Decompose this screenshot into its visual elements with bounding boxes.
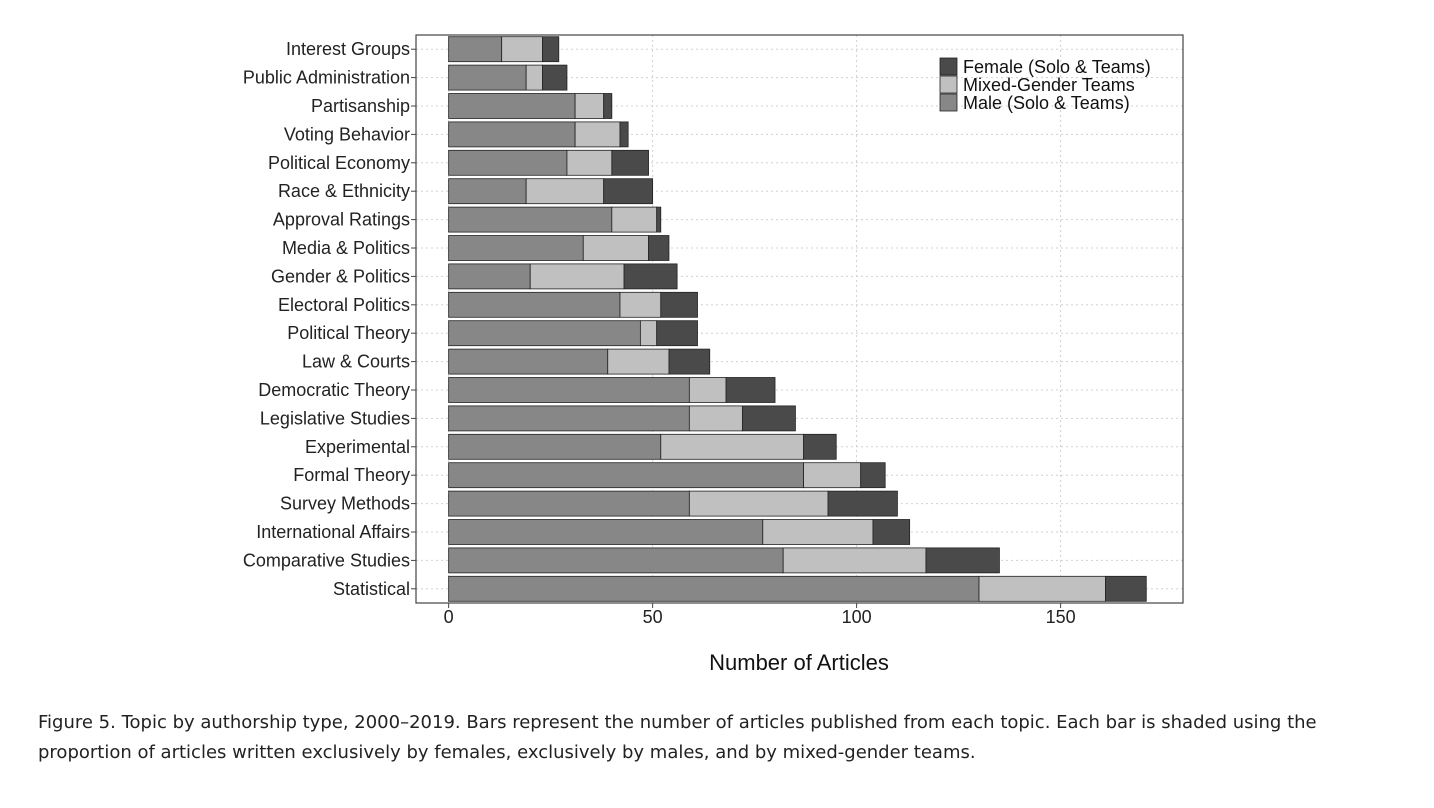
y-tick-label: Statistical xyxy=(333,579,410,599)
legend-label: Male (Solo & Teams) xyxy=(963,93,1130,113)
bar-segment-male-solo-teams xyxy=(448,519,764,545)
figure-caption: Figure 5. Topic by authorship type, 2000… xyxy=(38,712,1317,763)
bar-segment-mixed-gender-teams xyxy=(688,405,743,432)
y-tick-label: Public Administration xyxy=(243,68,410,88)
bar-segment-female-solo-teams xyxy=(623,263,678,290)
legend-swatch xyxy=(939,93,958,112)
legend-swatch xyxy=(939,57,958,76)
y-tick-label: Survey Methods xyxy=(280,494,410,514)
bar-segment-male-solo-teams xyxy=(448,377,690,403)
bar-segment-mixed-gender-teams xyxy=(501,36,543,63)
bar-segment-mixed-gender-teams xyxy=(525,64,543,91)
x-tick-label: 0 xyxy=(444,607,454,627)
bar-segment-male-solo-teams xyxy=(448,291,621,318)
y-tick-label: Experimental xyxy=(305,437,410,457)
bar-segment-female-solo-teams xyxy=(1105,575,1147,602)
bar-segment-mixed-gender-teams xyxy=(574,121,621,148)
y-axis-labels: Interest Groups Public Administration Part… xyxy=(243,39,416,599)
x-axis-title: Number of Articles xyxy=(709,650,889,675)
bar-segment-mixed-gender-teams xyxy=(660,433,804,460)
bar-segment-mixed-gender-teams xyxy=(529,263,625,290)
legend-swatch xyxy=(939,75,958,94)
bar-segment-female-solo-teams xyxy=(542,64,568,91)
y-tick-label: Democratic Theory xyxy=(258,380,410,400)
bar-segment-mixed-gender-teams xyxy=(762,519,874,545)
bar-segment-female-solo-teams xyxy=(668,348,711,375)
bar-segment-mixed-gender-teams xyxy=(619,291,662,318)
bar-segment-male-solo-teams xyxy=(448,36,503,63)
y-tick-label: Legislative Studies xyxy=(260,408,410,428)
bar-segment-male-solo-teams xyxy=(448,206,613,233)
bar-segment-female-solo-teams xyxy=(925,547,1000,574)
bar-segment-male-solo-teams xyxy=(448,547,784,574)
bar-segment-male-solo-teams xyxy=(448,121,576,148)
bar-segment-male-solo-teams xyxy=(448,149,568,176)
bar-segment-male-solo-teams xyxy=(448,93,576,119)
bar-segment-male-solo-teams xyxy=(448,490,690,517)
chart: Interest Groups Public Administration Part… xyxy=(243,34,1184,675)
bar-segment-female-solo-teams xyxy=(619,121,629,148)
bar-segment-male-solo-teams xyxy=(448,575,980,602)
legend-label: Female (Solo & Teams) xyxy=(963,57,1151,77)
bar-segment-mixed-gender-teams xyxy=(782,547,927,574)
x-axis: 0 50 100 150 xyxy=(444,603,1076,627)
y-tick-label: Electoral Politics xyxy=(278,295,410,315)
bar-segment-female-solo-teams xyxy=(656,206,662,233)
y-tick-label: Media & Politics xyxy=(282,238,410,258)
bar-segment-mixed-gender-teams xyxy=(611,206,658,233)
bar-segment-female-solo-teams xyxy=(860,462,886,489)
bar-segment-mixed-gender-teams xyxy=(574,93,605,119)
bar-segment-female-solo-teams xyxy=(803,433,837,460)
x-tick-label: 50 xyxy=(643,607,663,627)
bar-segment-mixed-gender-teams xyxy=(525,178,605,205)
y-tick-label: Law & Courts xyxy=(302,352,410,372)
bar-segment-female-solo-teams xyxy=(603,93,613,119)
y-tick-label: Political Economy xyxy=(268,153,410,173)
bar-segment-mixed-gender-teams xyxy=(688,377,727,403)
y-tick-label: International Affairs xyxy=(256,522,410,542)
bar-segment-male-solo-teams xyxy=(448,405,690,432)
bar-segment-female-solo-teams xyxy=(603,178,654,205)
bar-segment-female-solo-teams xyxy=(741,405,796,432)
y-tick-label: Voting Behavior xyxy=(284,124,410,144)
bar-segment-female-solo-teams xyxy=(542,36,560,63)
bar-segment-female-solo-teams xyxy=(660,291,698,318)
y-tick-label: Approval Ratings xyxy=(273,210,410,230)
y-tick-label: Gender & Politics xyxy=(271,266,410,286)
plot-border xyxy=(415,34,1184,604)
bar-segment-male-solo-teams xyxy=(448,462,804,489)
bar-segment-male-solo-teams xyxy=(448,348,609,375)
y-tick-label: Formal Theory xyxy=(293,465,410,485)
bar-segment-female-solo-teams xyxy=(872,519,911,545)
bar-segment-female-solo-teams xyxy=(611,149,649,176)
bar-segment-male-solo-teams xyxy=(448,64,527,91)
bar-segment-male-solo-teams xyxy=(448,235,584,261)
bar-segment-male-solo-teams xyxy=(448,320,641,347)
y-tick-label: Comparative Studies xyxy=(243,550,410,570)
bar-segment-mixed-gender-teams xyxy=(688,490,829,517)
bar-segment-female-solo-teams xyxy=(656,320,698,347)
bar-segment-female-solo-teams xyxy=(648,235,670,261)
bar-segment-male-solo-teams xyxy=(448,433,662,460)
y-tick-label: Interest Groups xyxy=(286,39,410,59)
y-tick-label: Political Theory xyxy=(287,323,410,343)
bar-segment-mixed-gender-teams xyxy=(566,149,613,176)
plot-panel xyxy=(416,35,1183,603)
legend-label: Mixed-Gender Teams xyxy=(963,75,1135,95)
x-tick-label: 150 xyxy=(1046,607,1076,627)
legend: Female (Solo & Teams)Mixed-Gender TeamsM… xyxy=(939,57,1151,113)
bar-segment-male-solo-teams xyxy=(448,178,527,205)
bar-segment-mixed-gender-teams xyxy=(639,320,658,347)
bar-segment-mixed-gender-teams xyxy=(582,235,649,261)
x-tick-label: 100 xyxy=(842,607,872,627)
bar-segment-male-solo-teams xyxy=(448,263,531,290)
bar-segment-mixed-gender-teams xyxy=(803,462,862,489)
y-tick-label: Race & Ethnicity xyxy=(278,181,410,201)
bar-segment-female-solo-teams xyxy=(725,377,776,403)
bar-segment-female-solo-teams xyxy=(827,490,898,517)
bar-segment-mixed-gender-teams xyxy=(978,575,1106,602)
bars xyxy=(448,36,1147,602)
y-tick-label: Partisanship xyxy=(311,96,410,116)
bar-segment-mixed-gender-teams xyxy=(607,348,670,375)
